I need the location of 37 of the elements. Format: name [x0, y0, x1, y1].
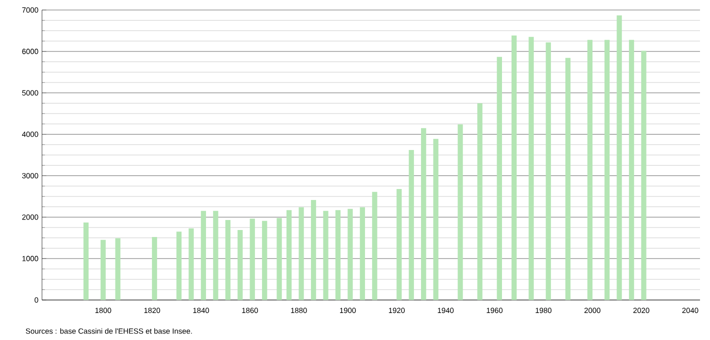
bar	[565, 58, 570, 300]
bar	[286, 210, 292, 300]
bar	[408, 150, 414, 300]
bar	[298, 207, 304, 300]
bar	[546, 42, 551, 300]
bar	[323, 210, 328, 300]
bar	[188, 228, 194, 300]
bar	[250, 218, 255, 300]
bar	[310, 200, 316, 300]
bar	[628, 40, 634, 300]
bar	[616, 15, 622, 300]
bar	[421, 128, 426, 300]
bar	[225, 220, 230, 300]
bar	[496, 56, 502, 300]
bar	[276, 218, 282, 300]
bar	[115, 238, 120, 300]
bar	[458, 124, 463, 300]
bar	[528, 36, 534, 300]
bar	[176, 232, 182, 300]
bar	[587, 40, 592, 300]
bar	[262, 220, 268, 300]
bar	[512, 35, 517, 300]
bar	[83, 222, 89, 300]
bar	[238, 230, 243, 300]
bar	[360, 207, 366, 300]
bar	[433, 138, 438, 300]
bar	[100, 240, 106, 300]
bar	[604, 40, 610, 300]
bar	[641, 50, 646, 300]
bar	[396, 188, 402, 300]
bar	[200, 210, 206, 300]
bar	[152, 237, 158, 300]
bar	[335, 210, 341, 300]
bar	[477, 103, 482, 300]
bar	[213, 210, 218, 300]
bar	[348, 208, 353, 300]
bar	[372, 192, 378, 300]
